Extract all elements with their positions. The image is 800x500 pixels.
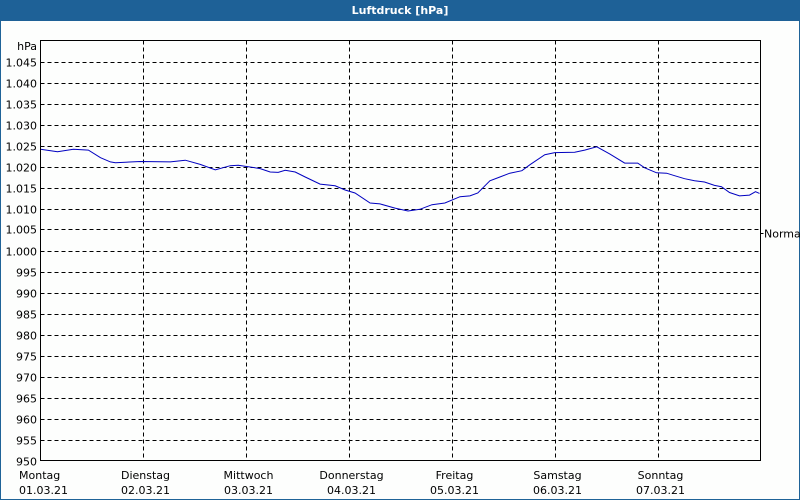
y-tick-label: 980 <box>16 330 37 343</box>
y-tick-label: 1.030 <box>6 120 38 133</box>
y-axis-labels: 950 955 960 965 970 975 980 985 990 995 1.000 1.005… <box>6 57 38 469</box>
x-tick-date: 03.03.21 <box>224 484 273 497</box>
x-tick-day: Montag <box>19 469 60 482</box>
x-tick-day: Freitag <box>436 469 474 482</box>
y-tick-label: 975 <box>16 351 37 364</box>
x-axis-labels: Montag 01.03.21 Dienstag 02.03.21 Mittwoch 03… <box>19 469 685 497</box>
normal-reference-label: Normal <box>764 228 800 241</box>
y-tick-label: 990 <box>16 288 37 301</box>
plot-area-border <box>40 40 761 461</box>
y-tick-label: 950 <box>16 456 37 469</box>
y-tick-label: 1.020 <box>6 162 38 175</box>
x-tick-day: Samstag <box>533 469 581 482</box>
y-tick-label: 1.025 <box>6 141 38 154</box>
y-tick-label: 995 <box>16 267 37 280</box>
pressure-line <box>40 146 760 212</box>
x-tick-day: Mittwoch <box>224 469 274 482</box>
x-tick-day: Donnerstag <box>319 469 383 482</box>
x-tick-day: Sonntag <box>638 469 684 482</box>
x-tick-date: 02.03.21 <box>121 484 170 497</box>
window-title: Luftdruck [hPa] <box>0 0 800 21</box>
x-tick-date: 01.03.21 <box>19 484 68 497</box>
x-tick-date: 05.03.21 <box>430 484 479 497</box>
y-tick-label: 1.005 <box>6 224 38 237</box>
y-tick-label: 1.010 <box>6 204 38 217</box>
y-tick-label: 985 <box>16 309 37 322</box>
y-tick-label: 960 <box>16 414 37 427</box>
y-tick-label: 1.035 <box>6 99 38 112</box>
y-tick-label: 1.015 <box>6 183 38 196</box>
y-tick-label: 1.040 <box>6 78 38 91</box>
y-axis-unit: hPa <box>17 40 37 53</box>
x-tick-date: 06.03.21 <box>533 484 582 497</box>
x-tick-date: 07.03.21 <box>636 484 685 497</box>
x-tick-date: 04.03.21 <box>327 484 376 497</box>
y-tick-label: 970 <box>16 372 37 385</box>
y-tick-label: 955 <box>16 435 37 448</box>
y-tick-label: 1.000 <box>6 246 38 259</box>
y-tick-label: 965 <box>16 393 37 406</box>
x-tick-day: Dienstag <box>121 469 170 482</box>
y-tick-label: 1.045 <box>6 57 38 70</box>
horizontal-gridlines <box>40 62 761 441</box>
vertical-gridlines <box>143 40 659 461</box>
